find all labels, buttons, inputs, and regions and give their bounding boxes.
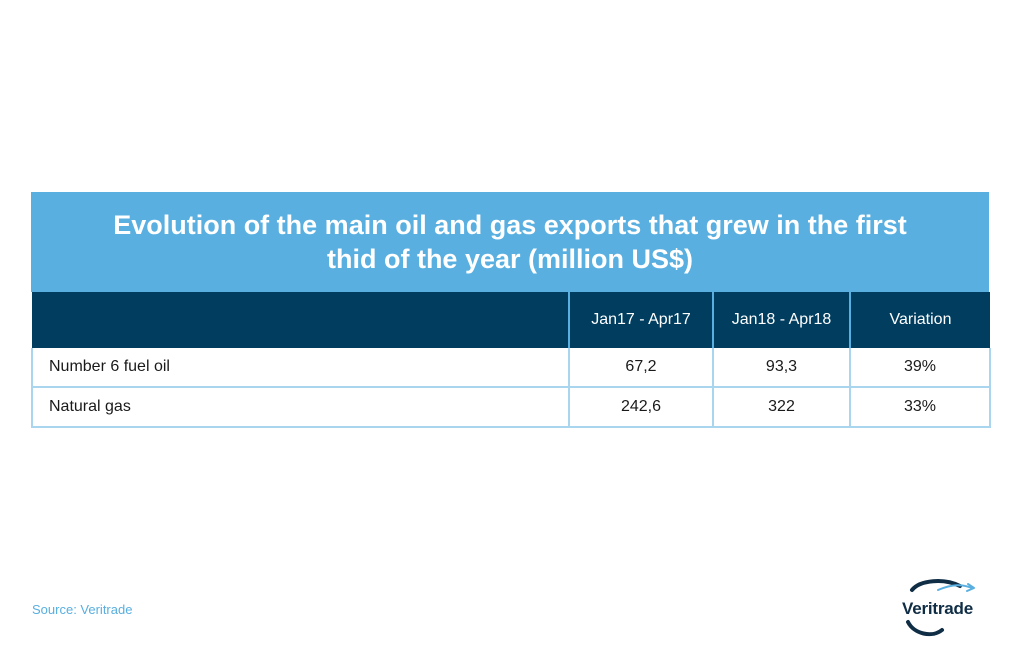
header-row: Jan17 - Apr17 Jan18 - Apr18 Variation	[32, 292, 990, 348]
header-cell-jan18-apr18: Jan18 - Apr18	[712, 292, 850, 348]
header-cell-jan17-apr17: Jan17 - Apr17	[568, 292, 713, 348]
row-label: Number 6 fuel oil	[31, 348, 569, 388]
globe-arc-icon	[906, 579, 975, 637]
cell-variation: 39%	[849, 348, 991, 388]
chart-title: Evolution of the main oil and gas export…	[113, 210, 907, 274]
logo-text: Veritrade	[902, 599, 973, 618]
header-cell-variation: Variation	[849, 292, 990, 348]
cell-variation: 33%	[849, 387, 991, 428]
row-label: Natural gas	[31, 387, 569, 428]
cell-jan17-apr17: 67,2	[568, 348, 713, 388]
cell-jan17-apr17: 242,6	[568, 387, 713, 428]
cell-jan18-apr18: 322	[712, 387, 850, 428]
table-row: Natural gas 242,6 322 33%	[31, 387, 991, 428]
table-row: Number 6 fuel oil 67,2 93,3 39%	[31, 348, 991, 388]
data-table-container: Evolution of the main oil and gas export…	[31, 192, 991, 428]
data-table: Jan17 - Apr17 Jan18 - Apr18 Variation Nu…	[31, 292, 991, 428]
cell-jan18-apr18: 93,3	[712, 348, 850, 388]
veritrade-logo: Veritrade	[898, 578, 988, 638]
source-note: Source: Veritrade	[32, 602, 133, 617]
title-band: Evolution of the main oil and gas export…	[31, 192, 989, 292]
header-cell-blank	[32, 292, 569, 348]
